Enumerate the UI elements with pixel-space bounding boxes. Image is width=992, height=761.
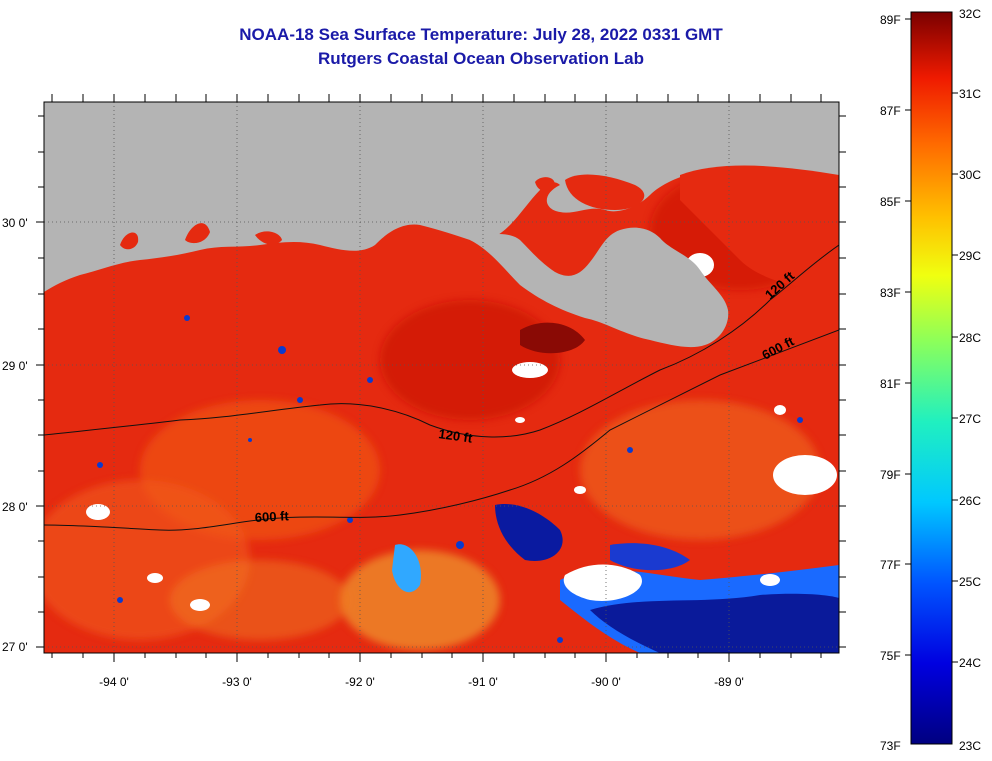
cb-f-89: 89F (880, 13, 901, 27)
cb-f-83: 83F (880, 286, 901, 300)
graticule (44, 102, 839, 653)
land-mass (44, 102, 839, 292)
cb-f-79: 79F (880, 468, 901, 482)
axis-ticks (36, 94, 846, 662)
cb-c-26: 26C (959, 494, 981, 508)
cb-c-32: 32C (959, 7, 981, 21)
cb-c-24: 24C (959, 656, 981, 670)
cb-f-85: 85F (880, 195, 901, 209)
cb-c-31: 31C (959, 87, 981, 101)
cb-f-87: 87F (880, 104, 901, 118)
cb-f-77: 77F (880, 558, 901, 572)
cold-water (392, 504, 839, 653)
lon-label-90: -90 0' (591, 675, 621, 689)
cool-patches (97, 315, 803, 643)
cb-c-23: 23C (959, 739, 981, 753)
lon-label-94: -94 0' (99, 675, 129, 689)
colorbar-ticks (905, 18, 958, 663)
lat-label-28: 28 0' (2, 500, 28, 514)
map-frame (43, 101, 840, 654)
lon-label-93: -93 0' (222, 675, 252, 689)
lon-label-89: -89 0' (714, 675, 744, 689)
lat-label-29: 29 0' (2, 359, 28, 373)
map-panel: 120 ft 600 ft 120 ft 600 ft (44, 102, 839, 653)
cb-f-81: 81F (880, 377, 901, 391)
inland-water (120, 165, 839, 354)
bathymetry-contours (44, 244, 839, 531)
map-subtitle: Rutgers Coastal Ocean Observation Lab (318, 49, 644, 68)
lat-label-30: 30 0' (2, 216, 28, 230)
cb-c-27: 27C (959, 412, 981, 426)
lon-label-92: -92 0' (345, 675, 375, 689)
contour-label-120ft: 120 ft (438, 426, 474, 446)
delta-land (470, 227, 729, 348)
cb-c-30: 30C (959, 168, 981, 182)
cb-f-75: 75F (880, 649, 901, 663)
cb-f-73: 73F (880, 739, 901, 753)
cb-c-29: 29C (959, 249, 981, 263)
map-title: NOAA-18 Sea Surface Temperature: July 28… (239, 25, 723, 44)
lon-label-91: -91 0' (468, 675, 498, 689)
contour-label-600ft: 600 ft (254, 508, 289, 525)
lat-label-27: 27 0' (2, 640, 28, 654)
colorbar (910, 11, 953, 745)
cb-c-28: 28C (959, 331, 981, 345)
cb-c-25: 25C (959, 575, 981, 589)
